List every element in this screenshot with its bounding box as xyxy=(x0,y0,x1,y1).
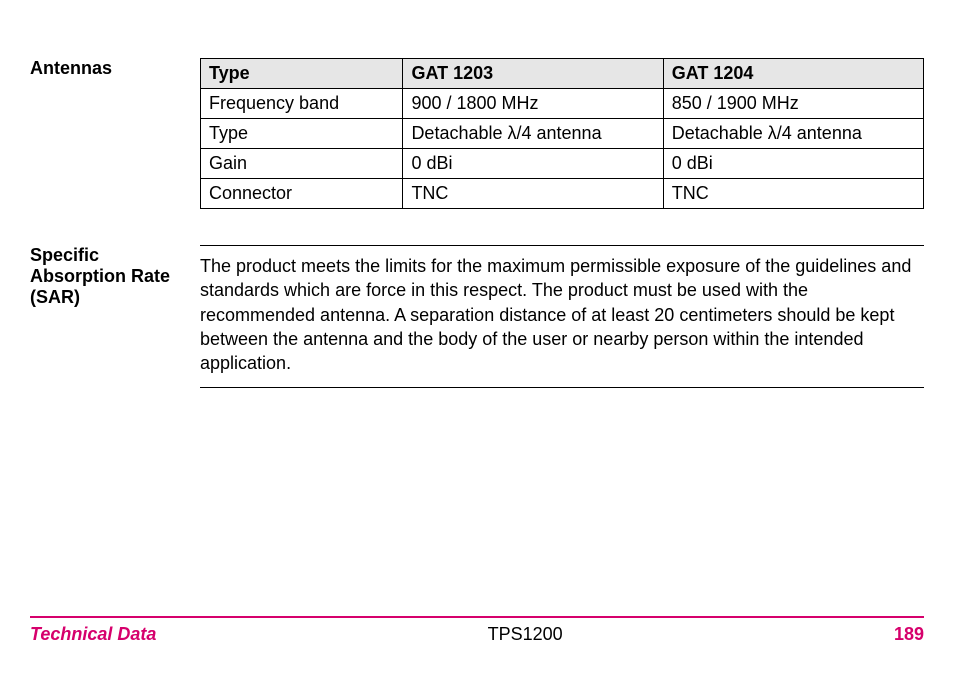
table-cell: TNC xyxy=(663,179,923,209)
table-header-cell: GAT 1203 xyxy=(403,59,663,89)
footer-section-title: Technical Data xyxy=(30,624,156,645)
footer-doc-id: TPS1200 xyxy=(488,624,563,645)
table-cell: TNC xyxy=(403,179,663,209)
sar-rule-top xyxy=(200,245,924,246)
table-cell: Gain xyxy=(201,149,403,179)
table-cell: Detachable λ/4 antenna xyxy=(403,119,663,149)
table-row: ConnectorTNCTNC xyxy=(201,179,924,209)
footer-row: Technical Data TPS1200 189 xyxy=(30,624,924,645)
footer-rule xyxy=(30,616,924,618)
table-row: Frequency band900 / 1800 MHz850 / 1900 M… xyxy=(201,89,924,119)
table-header-cell: GAT 1204 xyxy=(663,59,923,89)
sar-rule-bottom xyxy=(200,387,924,388)
antennas-section: Antennas TypeGAT 1203GAT 1204Frequency b… xyxy=(30,58,924,209)
table-cell: 900 / 1800 MHz xyxy=(403,89,663,119)
footer-page-number: 189 xyxy=(894,624,924,645)
antennas-table: TypeGAT 1203GAT 1204Frequency band900 / … xyxy=(200,58,924,209)
page-footer: Technical Data TPS1200 189 xyxy=(30,616,924,645)
table-row: Gain0 dBi0 dBi xyxy=(201,149,924,179)
table-cell: 0 dBi xyxy=(403,149,663,179)
sar-content: The product meets the limits for the max… xyxy=(200,245,924,388)
table-cell: Frequency band xyxy=(201,89,403,119)
table-cell: Detachable λ/4 antenna xyxy=(663,119,923,149)
page: Antennas TypeGAT 1203GAT 1204Frequency b… xyxy=(0,0,954,677)
antennas-label: Antennas xyxy=(30,58,200,79)
sar-text: The product meets the limits for the max… xyxy=(200,254,924,375)
table-cell: 850 / 1900 MHz xyxy=(663,89,923,119)
table-cell: 0 dBi xyxy=(663,149,923,179)
table-header-row: TypeGAT 1203GAT 1204 xyxy=(201,59,924,89)
table-cell: Type xyxy=(201,119,403,149)
table-cell: Connector xyxy=(201,179,403,209)
antennas-content: TypeGAT 1203GAT 1204Frequency band900 / … xyxy=(200,58,924,209)
sar-section: Specific Absorption Rate (SAR) The produ… xyxy=(30,245,924,388)
table-row: TypeDetachable λ/4 antennaDetachable λ/4… xyxy=(201,119,924,149)
table-header-cell: Type xyxy=(201,59,403,89)
sar-label: Specific Absorption Rate (SAR) xyxy=(30,245,200,308)
